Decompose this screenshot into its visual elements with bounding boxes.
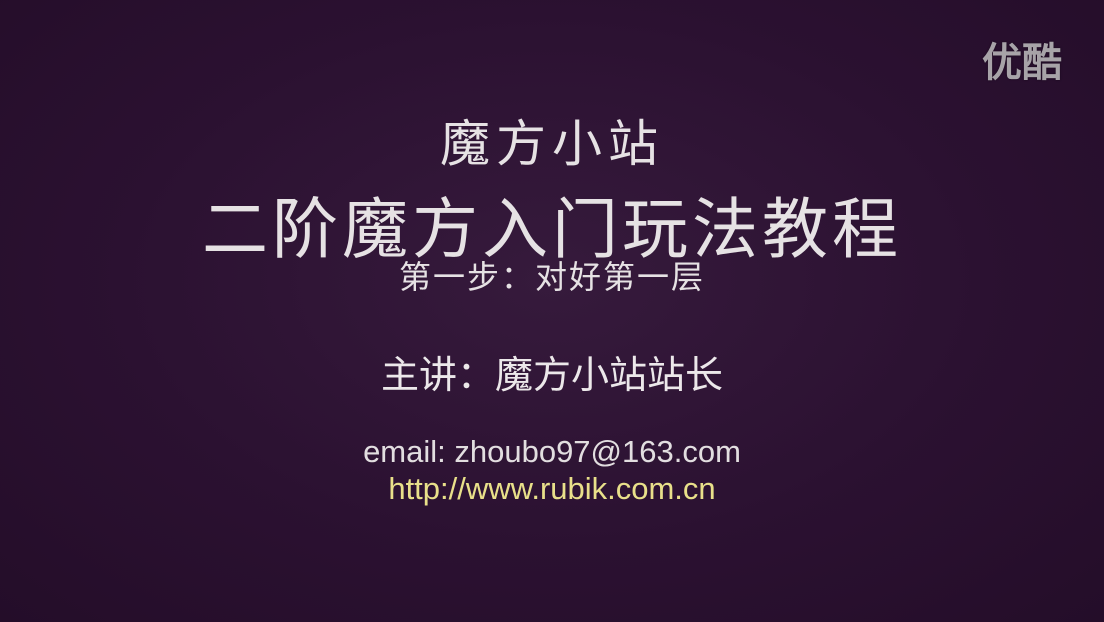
website-url: http://www.rubik.com.cn bbox=[388, 471, 716, 506]
youku-watermark-logo: 优酷 bbox=[982, 40, 1062, 86]
step-subtitle: 第一步：对好第一层 bbox=[398, 258, 705, 296]
presenter-line: 主讲：魔方小站站长 bbox=[380, 353, 723, 397]
site-name-title: 魔方小站 bbox=[440, 115, 664, 173]
tutorial-main-title: 二阶魔方入门玩法教程 bbox=[202, 191, 902, 268]
contact-email: email: zhoubo97@163.com bbox=[363, 434, 741, 469]
